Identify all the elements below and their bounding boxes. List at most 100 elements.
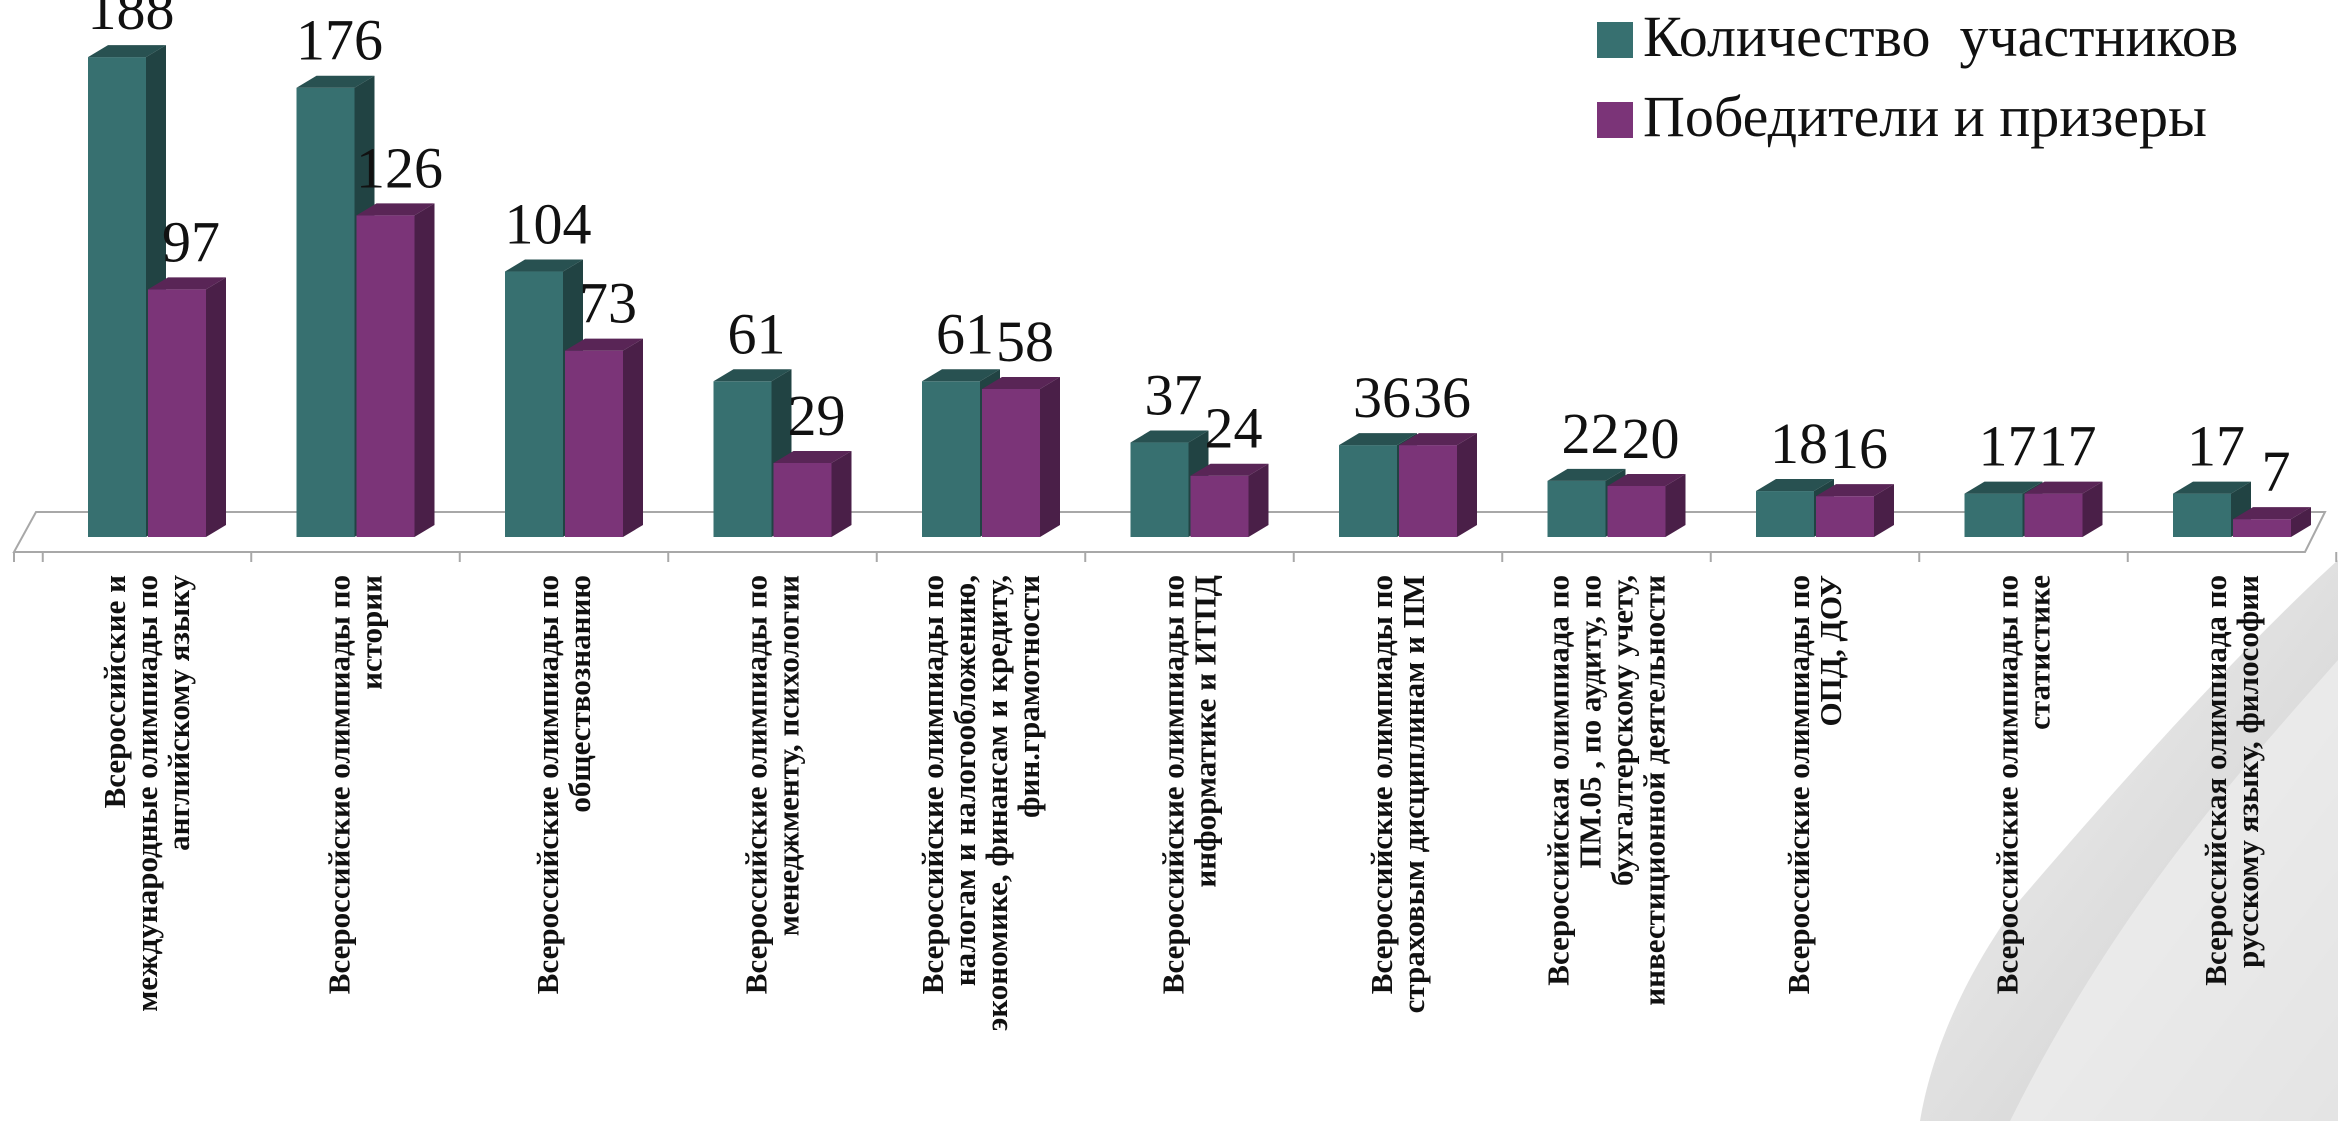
bar-participants [713, 369, 792, 537]
x-axis-label: Всероссийские олимпиады постатистике [1990, 575, 2057, 994]
x-axis-labels: Всероссийские имеждународные олимпиады п… [97, 575, 2265, 1032]
x-axis-label-line: Всероссийские и [97, 575, 132, 809]
data-label: 17 [2039, 414, 2097, 479]
bar-top [982, 376, 1060, 389]
bar-front [356, 215, 415, 538]
legend-swatch [1597, 102, 1633, 138]
bar-top [356, 203, 435, 216]
bar-side [831, 450, 852, 537]
x-axis-label-line: менеджменту, психологии [771, 575, 806, 936]
bar-top [773, 450, 852, 463]
x-axis-label: Всероссийские олимпиады поистории [322, 575, 389, 994]
bar-side [1040, 376, 1060, 537]
x-axis-label-line: Всероссийские олимпиады по [1156, 575, 1191, 994]
bar-top [296, 75, 375, 88]
bar-top [1756, 479, 1834, 492]
legend-swatch [1597, 22, 1633, 58]
x-axis-label-line: Всероссийские олимпиады по [322, 575, 357, 994]
data-label: 36 [1413, 365, 1471, 430]
x-axis-label-line: Всероссийская олимпиада по [1541, 575, 1576, 986]
x-axis-label-line: фин.грамотности [1011, 575, 1046, 818]
page-curl-inner [2010, 660, 2338, 1121]
x-axis-label-line: Всероссийские олимпиады по [1364, 575, 1399, 994]
x-axis-label: Всероссийские олимпиады пообществознанию [530, 575, 597, 994]
bar-side [623, 338, 643, 537]
data-label: 20 [1622, 406, 1680, 471]
bar-top [1547, 468, 1626, 481]
x-axis-label-line: русскому языку, философии [2230, 575, 2265, 968]
x-axis-label-line: Всероссийские олимпиады по [530, 575, 565, 994]
bar-side [1457, 433, 1477, 537]
data-label: 188 [88, 0, 175, 42]
bar-top [1816, 484, 1894, 497]
bar-front [1547, 480, 1606, 537]
bar-front [148, 289, 206, 537]
data-label: 22 [1562, 401, 1620, 466]
data-label: 73 [579, 271, 637, 336]
bar-participants [505, 259, 583, 537]
x-axis-label: Всероссийская олимпиада поПМ.05 , по ауд… [1541, 575, 1672, 1006]
x-axis-label-line: английскому языку [161, 575, 196, 851]
bar-front [1816, 496, 1874, 537]
bar-front [565, 350, 623, 537]
bar-top [1607, 473, 1686, 486]
bar-front [2173, 493, 2231, 537]
x-axis-label-line: Всероссийские олимпиады по [739, 575, 774, 994]
bar-front [1964, 493, 2023, 537]
bar-top [1399, 433, 1477, 446]
x-axis-label-line: инвестиционной деятельности [1637, 575, 1672, 1006]
bar-winners [356, 203, 435, 538]
bar-side [1665, 473, 1686, 537]
bar-winners [773, 450, 852, 537]
bar-top [2173, 481, 2251, 494]
data-label: 104 [505, 192, 592, 257]
x-axis-label-line: бухгалтерскому учету, [1605, 575, 1640, 886]
bar-winners [1607, 473, 1686, 537]
x-axis-label-line: экономике, финансам и кредиту, [979, 575, 1014, 1031]
bar-front [773, 462, 832, 537]
x-axis-label-line: истории [354, 575, 389, 690]
bar-side [1248, 463, 1269, 537]
bar-front [713, 381, 772, 537]
bar-front [88, 57, 146, 538]
bar-front [1190, 475, 1249, 537]
bar-front [2024, 493, 2083, 537]
bar-top [1339, 433, 1417, 446]
bar-side [2082, 481, 2103, 537]
x-axis-label-line: ОПД, ДОУ [1813, 575, 1848, 727]
bar-front [1339, 445, 1397, 537]
bar-winners [2024, 481, 2103, 537]
bar-front [1756, 491, 1814, 537]
data-label: 16 [1830, 416, 1888, 481]
x-axis-label: Всероссийские имеждународные олимпиады п… [97, 575, 196, 1012]
bar-side [206, 277, 226, 537]
legend-label: Количество участников [1643, 4, 2238, 69]
bar-top [713, 369, 792, 382]
bar-front [1607, 485, 1666, 537]
x-axis-label-line: обществознанию [562, 575, 597, 813]
bar-top [1964, 481, 2043, 494]
legend-label: Победители и призеры [1643, 84, 2207, 149]
x-axis-label: Всероссийские олимпиады поинформатике и … [1156, 575, 1223, 994]
bar-top [2233, 507, 2311, 520]
bar-front [296, 87, 355, 537]
data-label: 58 [996, 309, 1054, 374]
data-label: 61 [728, 301, 786, 366]
bar-winners [565, 338, 643, 537]
x-axis-label: Всероссийские олимпиады поналогам и нало… [915, 575, 1046, 1031]
x-axis-label: Всероссийские олимпиады поменеджменту, п… [739, 575, 806, 994]
bar-top [2024, 481, 2103, 494]
data-label: 29 [788, 383, 846, 448]
bar-side [2291, 507, 2311, 537]
bar-top [148, 277, 226, 290]
x-axis-label: Всероссийские олимпиады постраховым дисц… [1364, 575, 1431, 1013]
x-axis-label-line: информатике и ИТПД [1188, 575, 1223, 888]
data-label: 24 [1205, 396, 1263, 461]
bar-participants [2173, 481, 2251, 537]
bar-front [505, 271, 563, 537]
data-label: 7 [2262, 439, 2291, 504]
bar-top [88, 45, 166, 58]
x-axis-label-line: страховым дисциплинам и ПМ [1396, 575, 1431, 1013]
bar-winners [1399, 433, 1477, 537]
